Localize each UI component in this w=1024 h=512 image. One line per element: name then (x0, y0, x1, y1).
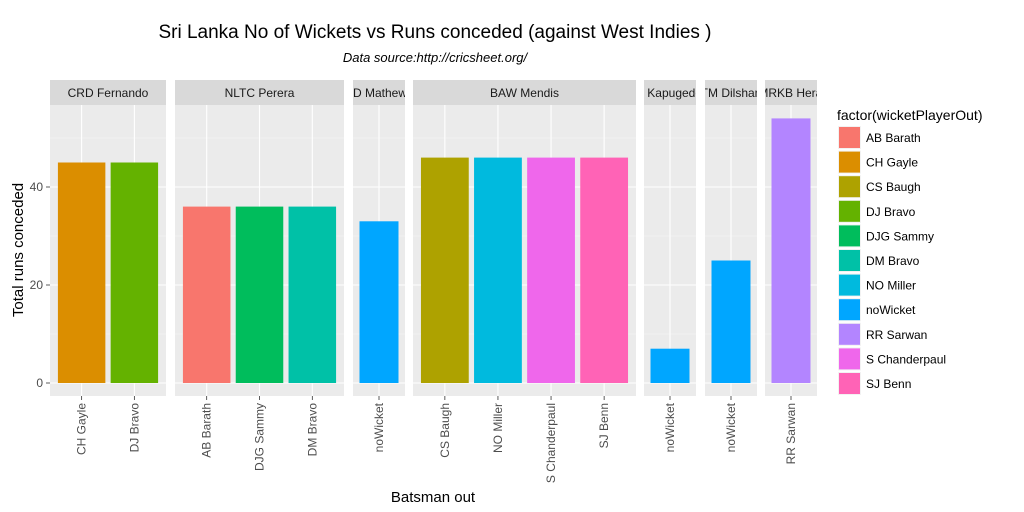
facet-panel: CRD Fernando CH Gayle DJ Bravo (50, 80, 166, 455)
facet-strip-label: BAW Mendis (490, 86, 559, 100)
legend-swatch (839, 348, 860, 370)
bar-no-miller (474, 157, 522, 383)
legend-label: DJ Bravo (866, 205, 916, 219)
legend-swatch (839, 225, 860, 247)
legend-label: CS Baugh (866, 180, 921, 194)
bar-dm-bravo (288, 206, 337, 383)
legend-swatch (839, 373, 860, 394)
x-tick-label: noWicket (663, 402, 677, 452)
legend-swatch (839, 250, 860, 271)
legend: factor(wicketPlayerOut) AB Barath CH Gayl… (837, 107, 982, 395)
y-tick-label: 0 (36, 376, 43, 390)
legend-swatch (839, 299, 860, 321)
legend-swatch (839, 127, 860, 148)
y-tick-label: 40 (30, 180, 44, 194)
x-tick-label: SJ Benn (597, 403, 611, 448)
facet-strip-label: TM Dilshan (701, 86, 762, 100)
bar-ab-barath (182, 206, 231, 383)
x-tick-label: AB Barath (200, 403, 214, 458)
facet-strip (175, 80, 344, 105)
facet-panel: TM Dilshan noWicket (701, 80, 762, 452)
legend-swatch (839, 200, 860, 222)
x-tick-label: DM Bravo (305, 403, 319, 457)
bar-nowicket (711, 260, 751, 383)
facet-strip-label: AD Mathews (345, 86, 413, 100)
y-axis-label: Total runs conceded (10, 183, 27, 317)
x-tick-label: NO Miller (491, 403, 505, 453)
facet-panel: NLTC Perera AB Barath DJG Sammy DM Bravo (175, 80, 344, 471)
x-tick-label: CS Baugh (438, 403, 452, 458)
x-tick-label: noWicket (724, 402, 738, 452)
legend-label: RR Sarwan (866, 328, 927, 342)
facet-panel: BAW Mendis CS Baugh NO Miller S Chanderpaul… (413, 80, 636, 483)
bar-nowicket (650, 348, 690, 383)
x-tick-label: noWicket (372, 402, 386, 452)
facet-panel: HMRKB Herath RR Sarwan (750, 80, 833, 464)
x-tick-label: CH Gayle (75, 403, 89, 455)
legend-label: AB Barath (866, 131, 921, 145)
facet-strip (50, 80, 166, 105)
legend-swatch (839, 274, 860, 296)
facet-strip (353, 80, 405, 105)
legend-label: noWicket (866, 303, 916, 317)
facet-strip (765, 80, 817, 105)
bar-rr-sarwan (771, 118, 811, 384)
facet-strip (644, 80, 696, 105)
bar-djg-sammy (235, 206, 284, 383)
legend-label: NO Miller (866, 279, 916, 293)
facet-panel: CK Kapugedera noWicket (627, 80, 713, 452)
bar-nowicket (359, 221, 399, 383)
x-tick-label: DJG Sammy (253, 403, 267, 471)
y-tick-label: 20 (30, 278, 44, 292)
legend-label: DM Bravo (866, 254, 920, 268)
bar-dj-bravo (110, 162, 159, 383)
legend-swatch (839, 176, 860, 198)
x-tick-label: DJ Bravo (127, 403, 141, 453)
legend-swatch (839, 323, 860, 345)
bar-ch-gayle (57, 162, 106, 383)
legend-label: SJ Benn (866, 377, 911, 391)
legend-label: CH Gayle (866, 156, 918, 170)
bar-sj-benn (580, 157, 629, 383)
facet-strip-label: NLTC Perera (225, 86, 295, 100)
legend-label: DJG Sammy (866, 229, 934, 243)
facet-strip (413, 80, 636, 105)
facet-strip-label: HMRKB Herath (750, 86, 833, 100)
facet-strip-label: CK Kapugedera (627, 86, 713, 100)
facet-strip-label: CRD Fernando (68, 86, 149, 100)
legend-swatch (839, 151, 860, 173)
legend-label: S Chanderpaul (866, 352, 946, 366)
x-tick-label: RR Sarwan (784, 403, 798, 464)
chart-subtitle: Data source:http://cricsheet.org/ (343, 50, 529, 65)
legend-title: factor(wicketPlayerOut) (837, 107, 982, 123)
facet-panel: AD Mathews noWicket (345, 80, 413, 452)
bar-cs-baugh (420, 157, 469, 383)
x-tick-label: S Chanderpaul (544, 403, 558, 483)
bar-s-chanderpaul (527, 157, 575, 383)
chart-title: Sri Lanka No of Wickets vs Runs conceded… (158, 22, 711, 43)
facet-strip (705, 80, 757, 105)
x-axis-label: Batsman out (391, 489, 476, 506)
